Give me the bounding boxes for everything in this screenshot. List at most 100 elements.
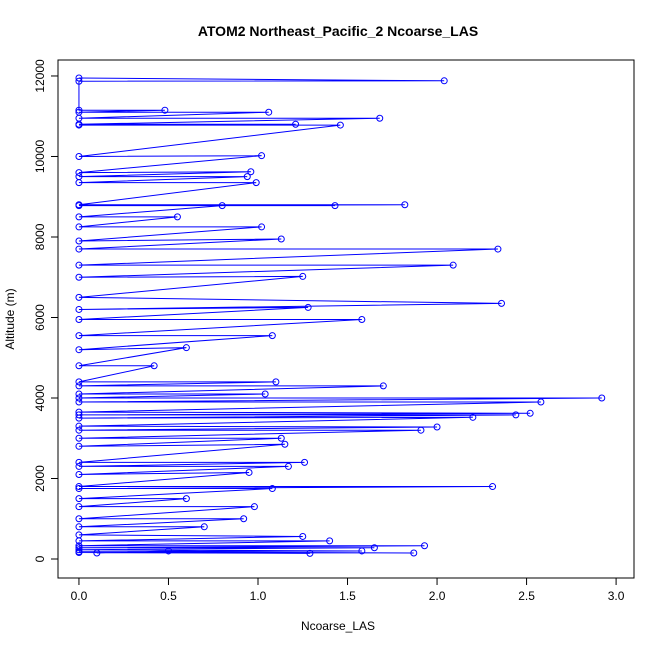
data-point bbox=[75, 213, 83, 221]
data-point bbox=[75, 434, 83, 442]
data-point bbox=[265, 108, 273, 116]
data-point bbox=[75, 378, 83, 386]
data-point bbox=[75, 422, 83, 430]
data-point bbox=[75, 426, 83, 434]
data-line bbox=[78, 77, 602, 554]
data-point bbox=[161, 106, 169, 114]
x-tick-label: 3.0 bbox=[608, 589, 625, 603]
data-point bbox=[440, 77, 448, 85]
data-point bbox=[75, 442, 83, 450]
data-point bbox=[537, 398, 545, 406]
data-point bbox=[75, 169, 83, 177]
data-point bbox=[75, 515, 83, 523]
data-point bbox=[376, 114, 384, 122]
data-point bbox=[258, 152, 266, 160]
data-point bbox=[218, 202, 226, 210]
data-point bbox=[75, 495, 83, 503]
data-point bbox=[75, 223, 83, 231]
data-point bbox=[75, 106, 83, 114]
data-point bbox=[75, 121, 83, 129]
data-point bbox=[75, 485, 83, 493]
data-point bbox=[410, 549, 418, 557]
data-point bbox=[489, 483, 497, 491]
data-point bbox=[75, 394, 83, 402]
data-point bbox=[75, 523, 83, 531]
y-tick-label: 6000 bbox=[33, 304, 47, 331]
y-tick-label: 8000 bbox=[33, 223, 47, 250]
data-point bbox=[306, 549, 314, 557]
data-point bbox=[252, 179, 260, 187]
data-point bbox=[75, 305, 83, 313]
x-tick-label: 1.0 bbox=[250, 589, 267, 603]
data-point bbox=[75, 245, 83, 253]
data-point bbox=[75, 546, 83, 554]
y-tick-label: 12000 bbox=[33, 59, 47, 93]
data-point bbox=[75, 346, 83, 354]
data-point bbox=[75, 398, 83, 406]
data-point bbox=[182, 495, 190, 503]
data-point bbox=[268, 485, 276, 493]
data-point bbox=[417, 426, 425, 434]
data-point bbox=[281, 440, 289, 448]
data-point bbox=[75, 74, 83, 82]
data-point bbox=[449, 261, 457, 269]
data-point bbox=[469, 413, 477, 421]
data-point bbox=[433, 423, 441, 431]
data-point bbox=[240, 515, 248, 523]
data-point bbox=[370, 544, 378, 552]
data-point bbox=[75, 362, 83, 370]
data-point bbox=[336, 121, 344, 129]
data-point bbox=[292, 120, 300, 128]
y-axis-label: Altitude (m) bbox=[3, 288, 17, 349]
data-point bbox=[258, 223, 266, 231]
data-point bbox=[304, 303, 312, 311]
data-point bbox=[75, 549, 83, 557]
data-point bbox=[150, 362, 158, 370]
data-point bbox=[494, 245, 502, 253]
x-tick-label: 2.5 bbox=[518, 589, 535, 603]
data-point bbox=[512, 411, 520, 419]
data-point bbox=[268, 332, 276, 340]
data-point bbox=[245, 468, 253, 476]
data-point bbox=[75, 411, 83, 419]
x-axis-label: Ncoarse_LAS bbox=[301, 619, 375, 633]
x-tick-label: 0.0 bbox=[71, 589, 88, 603]
data-point bbox=[75, 390, 83, 398]
data-point bbox=[261, 390, 269, 398]
data-point bbox=[75, 237, 83, 245]
data-point bbox=[284, 462, 292, 470]
data-point bbox=[301, 458, 309, 466]
data-point bbox=[200, 523, 208, 531]
data-point bbox=[421, 542, 429, 550]
data-point bbox=[331, 202, 339, 210]
data-point bbox=[75, 414, 83, 422]
data-point bbox=[247, 168, 255, 176]
data-point bbox=[75, 202, 83, 210]
data-point bbox=[164, 547, 172, 555]
data-point bbox=[358, 547, 366, 555]
data-point bbox=[250, 503, 258, 511]
y-tick-label: 10000 bbox=[33, 139, 47, 173]
y-tick-label: 2000 bbox=[33, 465, 47, 492]
x-tick-label: 2.0 bbox=[429, 589, 446, 603]
data-point bbox=[173, 213, 181, 221]
data-point bbox=[75, 483, 83, 491]
data-point bbox=[75, 261, 83, 269]
data-point bbox=[75, 316, 83, 324]
data-point bbox=[75, 293, 83, 301]
data-point bbox=[75, 77, 83, 85]
y-tick-label: 4000 bbox=[33, 384, 47, 411]
data-point bbox=[299, 532, 307, 540]
data-point bbox=[272, 378, 280, 386]
data-point bbox=[498, 299, 506, 307]
x-tick-label: 1.5 bbox=[339, 589, 356, 603]
data-point bbox=[379, 382, 387, 390]
data-point bbox=[401, 201, 409, 209]
data-point bbox=[75, 503, 83, 511]
data-point bbox=[75, 544, 83, 552]
data-point bbox=[299, 272, 307, 280]
data-point bbox=[75, 273, 83, 281]
chart-title: ATOM2 Northeast_Pacific_2 Ncoarse_LAS bbox=[198, 23, 478, 39]
data-point bbox=[326, 537, 334, 545]
